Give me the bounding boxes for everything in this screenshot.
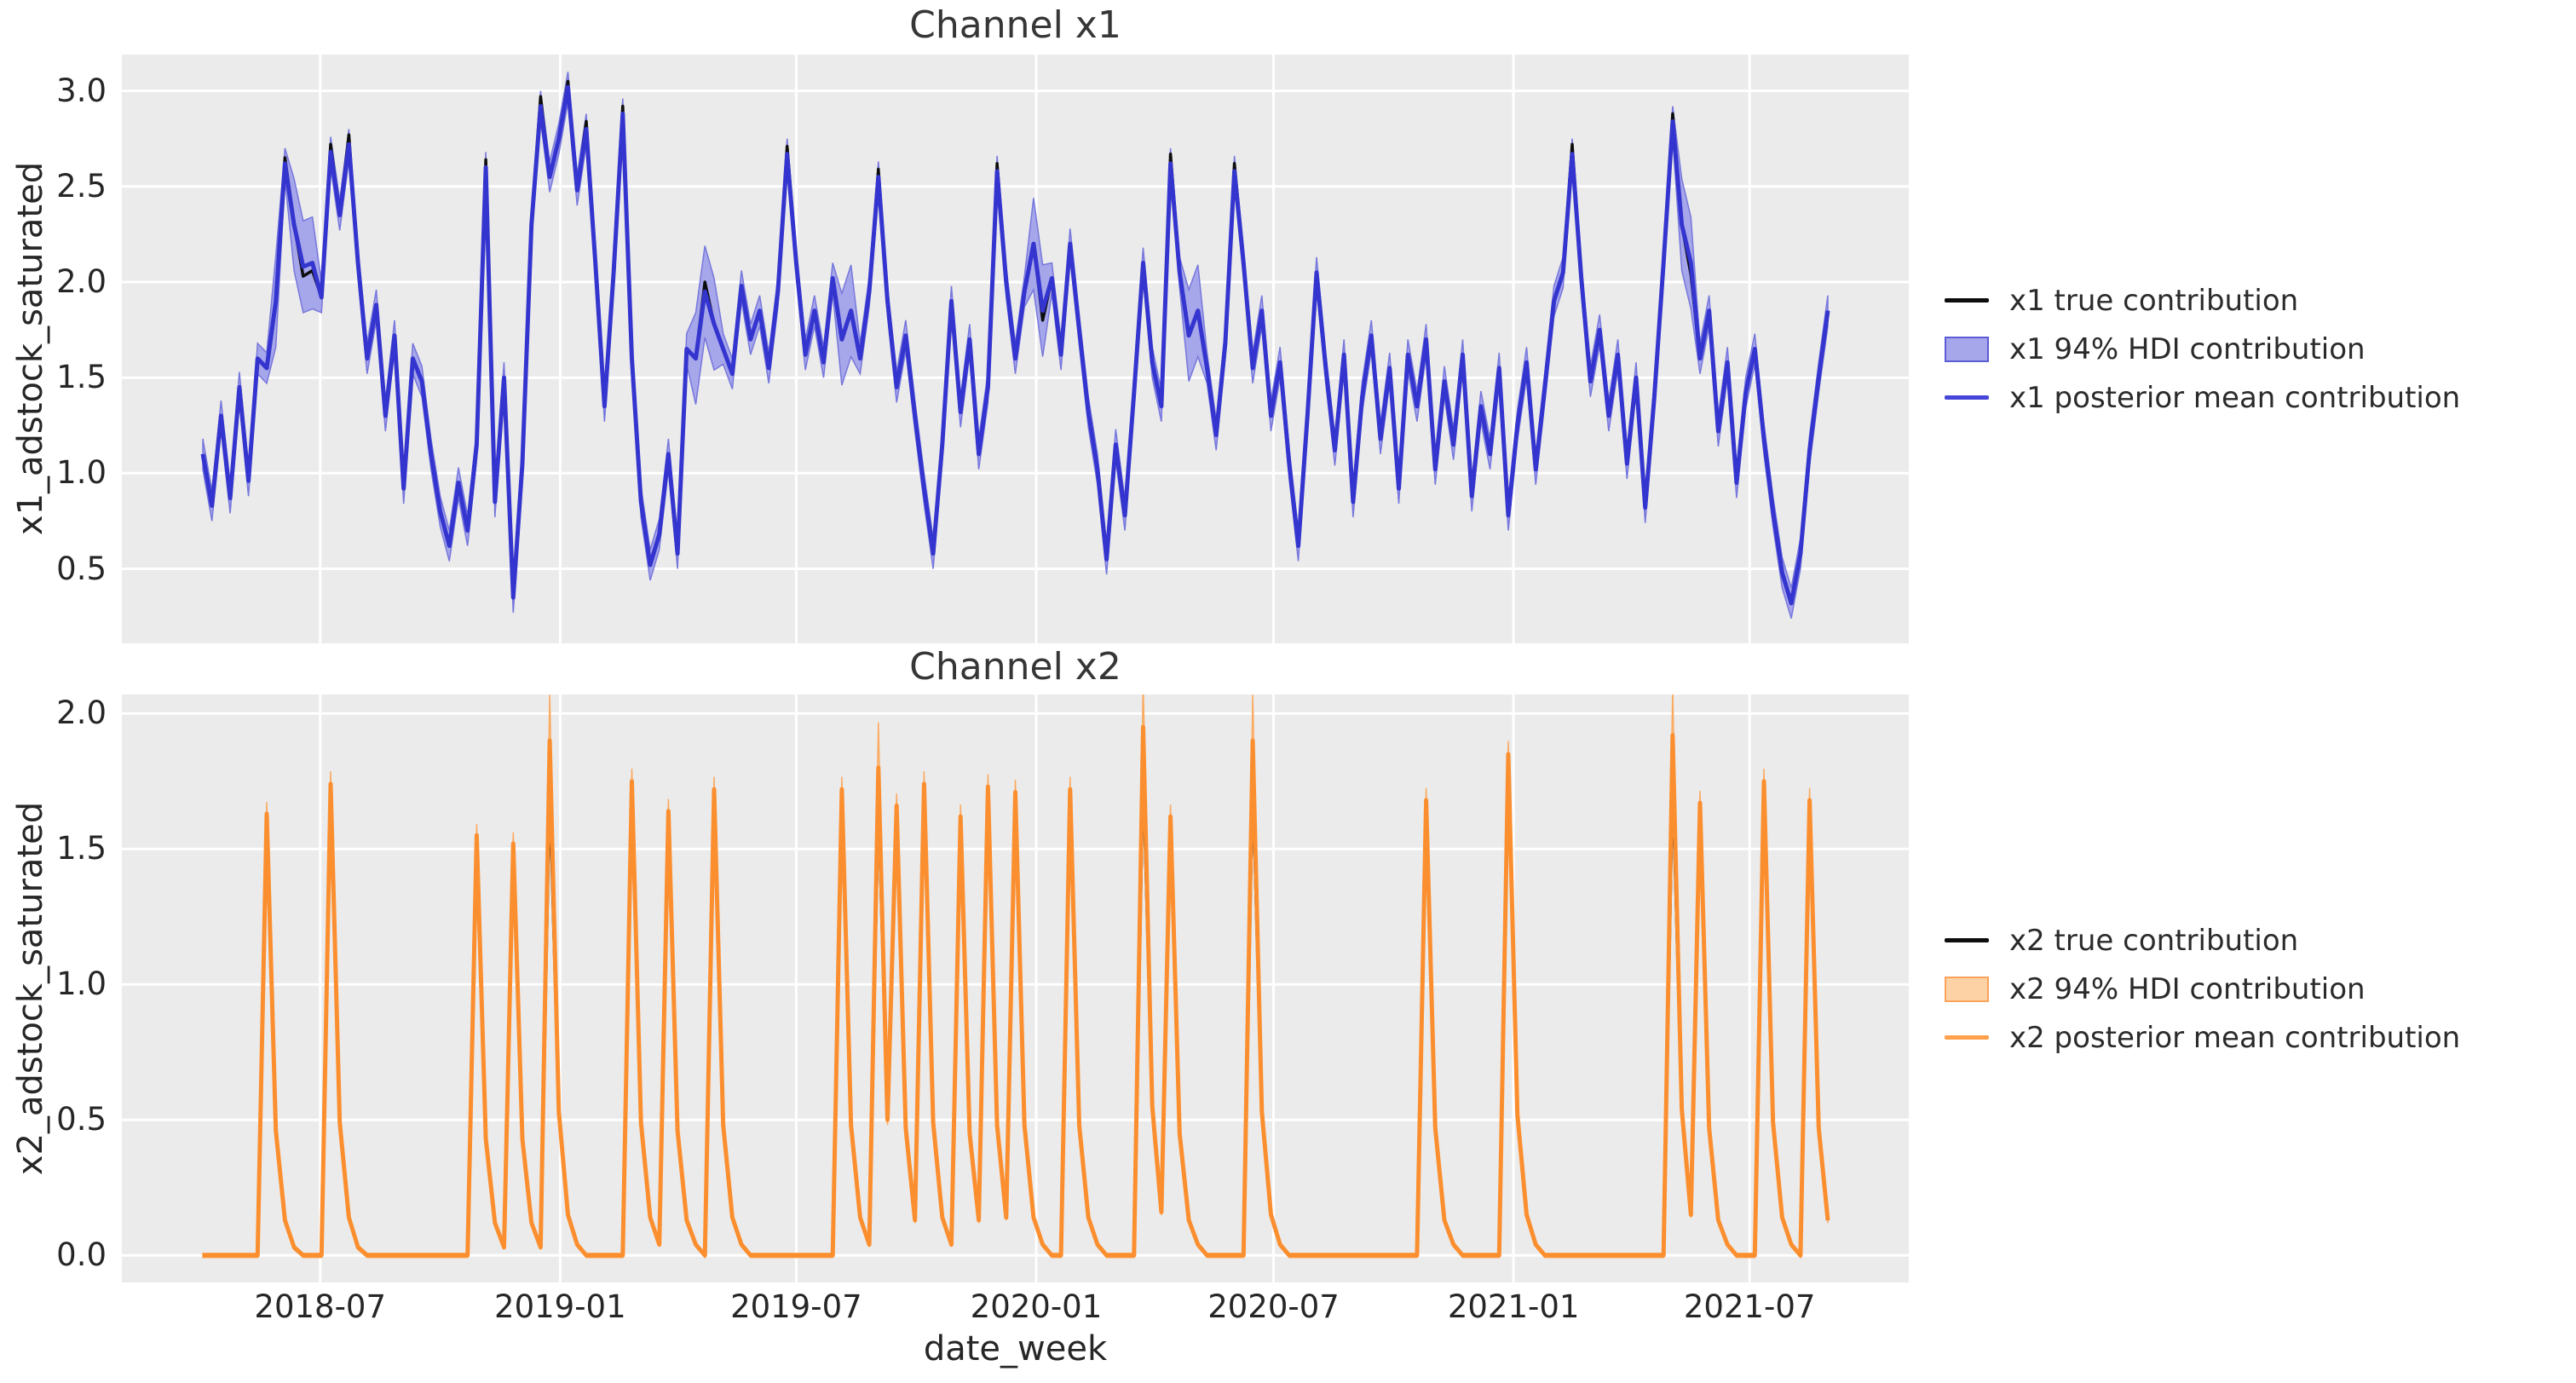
legend-item: x2 posterior mean contribution [1945, 1013, 2460, 1062]
legend-item-label: x2 94% HDI contribution [2009, 971, 2366, 1006]
legend-item-label: x2 posterior mean contribution [2009, 1020, 2461, 1055]
channel-x2-plot-area [122, 694, 1909, 1282]
channel-x1-plot-area [122, 55, 1909, 643]
y-tick-label: 0.5 [56, 550, 107, 587]
legend-item-label: x1 true contribution [2009, 283, 2299, 318]
channel-x2-title: Channel x2 [909, 645, 1121, 689]
y-tick-label: 1.5 [56, 359, 107, 396]
y-tick-label: 1.0 [56, 454, 107, 492]
x-tick-label: 2021-01 [1447, 1288, 1580, 1325]
y-tick-label: 0.5 [56, 1101, 107, 1138]
legend-item: x2 94% HDI contribution [1945, 965, 2460, 1013]
legend-line-swatch [1945, 395, 1989, 400]
legend-item-label: x1 posterior mean contribution [2009, 380, 2461, 415]
x-tick-label: 2020-07 [1207, 1288, 1340, 1325]
channel-x1-legend: x1 true contribution x1 94% HDI contribut… [1945, 276, 2460, 422]
legend-item: x1 posterior mean contribution [1945, 373, 2460, 422]
legend-item: x2 true contribution [1945, 916, 2460, 965]
y-tick-label: 2.0 [56, 262, 107, 300]
x-tick-label: 2020-01 [970, 1288, 1103, 1325]
posterior-mean-line [200, 84, 1830, 606]
legend-patch-swatch [1945, 976, 1989, 1002]
x-axis-label: date_week [923, 1329, 1108, 1369]
legend-line-swatch [1945, 938, 1989, 942]
x-tick-label: 2019-07 [730, 1288, 862, 1325]
channel-x2-legend: x2 true contribution x2 94% HDI contribut… [1945, 916, 2460, 1062]
x-tick-label: 2021-07 [1683, 1288, 1816, 1325]
channel-x2-chart [122, 694, 1909, 1282]
channel-x1-chart [122, 55, 1909, 643]
y-tick-label: 3.0 [56, 72, 107, 109]
y-tick-label: 2.0 [56, 694, 107, 732]
y-tick-label: 1.0 [56, 965, 107, 1003]
legend-line-swatch [1945, 1035, 1989, 1040]
legend-item-label: x1 94% HDI contribution [2009, 331, 2366, 366]
y-tick-label: 0.0 [56, 1236, 107, 1274]
x-tick-label: 2018-07 [254, 1288, 387, 1325]
channel-x1-title: Channel x1 [909, 3, 1121, 47]
x-tick-label: 2019-01 [494, 1288, 626, 1325]
legend-line-swatch [1945, 298, 1989, 303]
legend-patch-swatch [1945, 336, 1989, 362]
legend-item: x1 true contribution [1945, 276, 2460, 325]
posterior-mean-line [203, 724, 1830, 1258]
legend-item-label: x2 true contribution [2009, 923, 2299, 958]
legend-item: x1 94% HDI contribution [1945, 325, 2460, 373]
y-tick-label: 1.5 [56, 830, 107, 867]
y-tick-label: 2.5 [56, 167, 107, 205]
